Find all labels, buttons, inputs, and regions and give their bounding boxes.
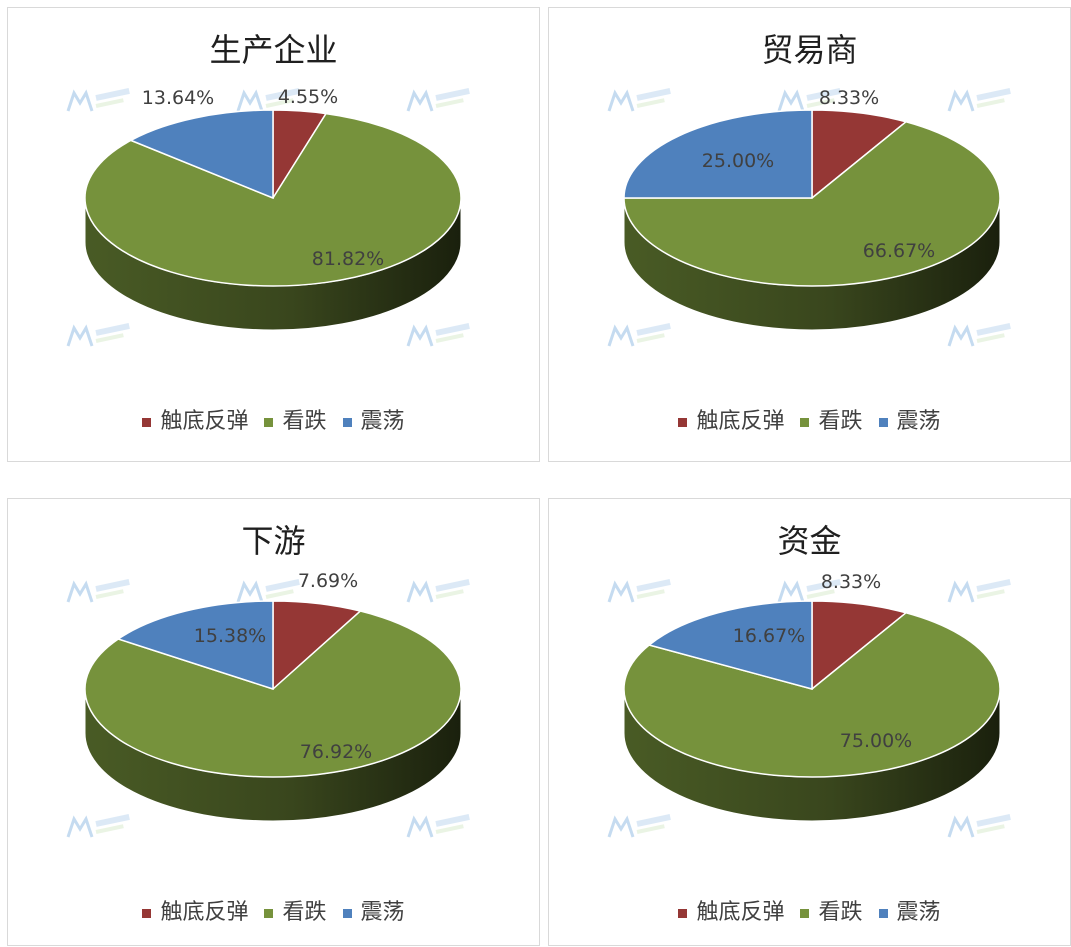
- legend-item-rebound: 触底反弹: [678, 899, 784, 927]
- legend-swatch-bearish: [264, 417, 274, 427]
- legend-label: 触底反弹: [696, 409, 785, 434]
- watermark: [406, 578, 470, 603]
- data-label-oscillation: 16.67%: [733, 625, 805, 647]
- legend-swatch-bearish: [800, 908, 810, 918]
- legend-swatch-oscillation: [878, 417, 888, 427]
- legend-label: 震荡: [360, 900, 405, 925]
- slice-oscillation: [647, 600, 813, 690]
- watermark: [947, 578, 1011, 603]
- legend-item-oscillation: 震荡: [878, 899, 941, 927]
- watermark: [66, 813, 130, 838]
- data-label-bearish: 75.00%: [840, 730, 912, 752]
- legend-label: 触底反弹: [696, 900, 785, 925]
- data-label-rebound: 7.69%: [298, 570, 358, 592]
- chart-title: 生产企业: [209, 31, 338, 69]
- data-label-bearish: 66.67%: [863, 240, 935, 262]
- chart-panel-producers: 4.55% 81.82% 13.64% 生产企业 触底反弹 看跌 震荡: [7, 7, 540, 462]
- chart-legend: 触底反弹 看跌 震荡: [549, 899, 1070, 927]
- legend-item-rebound: 触底反弹: [678, 408, 784, 436]
- slice-bearish: [623, 120, 1001, 287]
- slice-bearish: [84, 610, 462, 778]
- data-label-oscillation: 15.38%: [194, 625, 266, 647]
- slice-bearish: [623, 611, 1001, 778]
- legend-label: 看跌: [818, 409, 863, 434]
- watermark: [777, 578, 841, 603]
- legend-swatch-rebound: [678, 417, 688, 427]
- legend-item-bearish: 看跌: [800, 899, 863, 927]
- watermark: [406, 87, 470, 112]
- watermark: [607, 87, 671, 112]
- legend-swatch-oscillation: [342, 417, 352, 427]
- data-label-bearish: 76.92%: [300, 741, 372, 763]
- legend-swatch-oscillation: [878, 908, 888, 918]
- data-label-rebound: 4.55%: [278, 86, 338, 108]
- chart-legend: 触底反弹 看跌 震荡: [8, 899, 539, 927]
- legend-item-rebound: 触底反弹: [142, 899, 248, 927]
- legend-label: 震荡: [896, 900, 941, 925]
- legend-swatch-oscillation: [342, 908, 352, 918]
- chart-title: 下游: [241, 522, 306, 560]
- data-label-rebound: 8.33%: [819, 87, 879, 109]
- pie-chart-capital: 8.33% 75.00% 16.67%: [607, 571, 1011, 838]
- slice-oscillation: [623, 109, 813, 199]
- legend-item-rebound: 触底反弹: [142, 408, 248, 436]
- chart-title: 资金: [777, 522, 842, 560]
- legend-swatch-rebound: [678, 908, 688, 918]
- watermark: [947, 813, 1011, 838]
- watermark: [607, 578, 671, 603]
- legend-label: 触底反弹: [160, 409, 249, 434]
- data-label-bearish: 81.82%: [312, 248, 384, 270]
- pie-top: [84, 109, 462, 287]
- slice-oscillation: [116, 600, 274, 691]
- watermark: [777, 87, 841, 112]
- data-label-rebound: 8.33%: [821, 571, 881, 593]
- slice-rebound: [811, 109, 908, 200]
- legend-swatch-rebound: [142, 417, 152, 427]
- slice-bearish: [84, 112, 462, 287]
- watermark: [66, 322, 130, 347]
- pie-chart-producers: 4.55% 81.82% 13.64%: [66, 86, 470, 347]
- watermark: [406, 813, 470, 838]
- data-label-oscillation: 13.64%: [142, 87, 214, 109]
- watermark: [66, 578, 130, 603]
- legend-item-bearish: 看跌: [264, 899, 327, 927]
- pie-top: [84, 600, 462, 778]
- data-label-oscillation: 25.00%: [702, 150, 774, 172]
- pie-chart-traders: 8.33% 66.67% 25.00%: [607, 87, 1011, 347]
- legend-label: 看跌: [282, 900, 327, 925]
- legend-label: 震荡: [360, 409, 405, 434]
- legend-label: 看跌: [282, 409, 327, 434]
- watermark: [607, 322, 671, 347]
- pie-chart-downstream: 7.69% 76.92% 15.38%: [66, 570, 470, 838]
- slice-rebound: [811, 600, 908, 691]
- legend-item-bearish: 看跌: [264, 408, 327, 436]
- watermark: [406, 322, 470, 347]
- watermark: [607, 813, 671, 838]
- legend-swatch-bearish: [800, 417, 810, 427]
- legend-item-oscillation: 震荡: [342, 408, 405, 436]
- watermark: [236, 578, 300, 603]
- watermark: [236, 87, 300, 112]
- legend-label: 震荡: [896, 409, 941, 434]
- chart-legend: 触底反弹 看跌 震荡: [549, 408, 1070, 436]
- watermark: [947, 322, 1011, 347]
- pie-top: [623, 109, 1001, 287]
- legend-item-bearish: 看跌: [800, 408, 863, 436]
- chart-title: 贸易商: [761, 31, 858, 69]
- legend-label: 看跌: [818, 900, 863, 925]
- watermark: [66, 87, 130, 112]
- chart-panel-downstream: 7.69% 76.92% 15.38% 下游 触底反弹 看跌 震荡: [7, 498, 540, 946]
- legend-item-oscillation: 震荡: [342, 899, 405, 927]
- chart-panel-capital: 8.33% 75.00% 16.67% 资金 触底反弹 看跌 震荡: [548, 498, 1071, 946]
- legend-swatch-bearish: [264, 908, 274, 918]
- watermark: [947, 87, 1011, 112]
- legend-item-oscillation: 震荡: [878, 408, 941, 436]
- slice-oscillation: [129, 109, 274, 200]
- legend-label: 触底反弹: [160, 900, 249, 925]
- chart-legend: 触底反弹 看跌 震荡: [8, 408, 539, 436]
- chart-panel-traders: 8.33% 66.67% 25.00% 贸易商 触底反弹 看跌 震荡: [548, 7, 1071, 462]
- legend-swatch-rebound: [142, 908, 152, 918]
- pie-top: [623, 600, 1001, 778]
